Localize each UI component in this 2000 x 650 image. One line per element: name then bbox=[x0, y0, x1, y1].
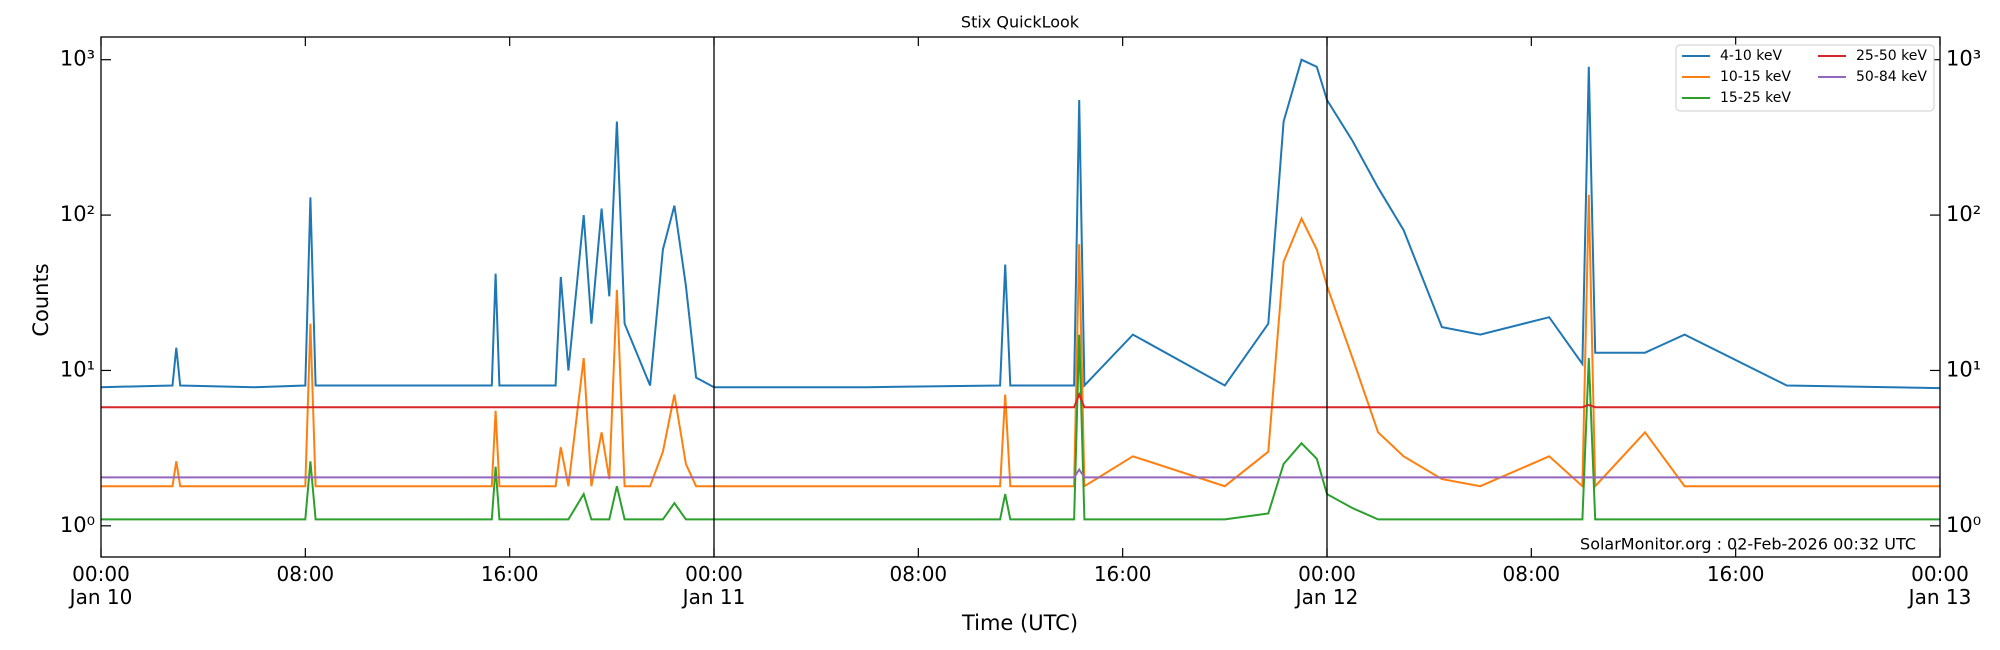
legend: 4-10 keV 10-15 keV 15-25 keV 25-50 keV 50-84… bbox=[1675, 44, 1935, 112]
y-tick-label: 10¹ bbox=[60, 357, 95, 381]
series-line bbox=[101, 58, 1940, 390]
x-tick-label: 08:00 bbox=[276, 562, 335, 586]
y-axis-label: Counts bbox=[29, 263, 53, 336]
annotation: SolarMonitor.org : 02-Feb-2026 00:32 UTC bbox=[1580, 535, 1916, 554]
x-tick-label: 00:00 Jan 12 bbox=[1295, 562, 1359, 609]
legend-label: 50-84 keV bbox=[1856, 69, 1927, 85]
series-line bbox=[101, 391, 1940, 409]
x-tick-label: 00:00 Jan 10 bbox=[69, 562, 133, 609]
plot-frame bbox=[100, 36, 1941, 558]
legend-label: 15-25 keV bbox=[1720, 90, 1791, 106]
x-axis-label: Time (UTC) bbox=[961, 611, 1078, 635]
x-tick-label: 00:00 Jan 11 bbox=[682, 562, 746, 609]
y-tick-label: 10¹ bbox=[1946, 357, 1981, 381]
x-tick-label: 16:00 bbox=[1093, 562, 1152, 586]
legend-label: 10-15 keV bbox=[1720, 69, 1791, 85]
series-line bbox=[101, 194, 1940, 489]
chart-title: Stix QuickLook bbox=[961, 13, 1080, 32]
x-tick-label: 08:00 bbox=[889, 562, 948, 586]
x-tick-label: 16:00 bbox=[1706, 562, 1765, 586]
x-tick-label: 16:00 bbox=[480, 562, 539, 586]
x-tick-label: 08:00 bbox=[1502, 562, 1561, 586]
series-line bbox=[101, 334, 1940, 521]
legend-box bbox=[1675, 44, 1935, 112]
y-tick-label: 10² bbox=[1946, 202, 1981, 226]
legend-label: 25-50 keV bbox=[1856, 48, 1927, 64]
y-tick-label: 10⁰ bbox=[60, 513, 95, 537]
y-tick-label: 10³ bbox=[1946, 47, 1981, 71]
y-tick-label: 10³ bbox=[60, 47, 95, 71]
legend-label: 4-10 keV bbox=[1720, 48, 1782, 64]
x-tick-label: 00:00 Jan 13 bbox=[1908, 562, 1972, 609]
plot-area bbox=[101, 58, 1940, 521]
series-line bbox=[101, 467, 1940, 479]
y-tick-label: 10⁰ bbox=[1946, 513, 1981, 537]
y-tick-label: 10² bbox=[60, 202, 95, 226]
